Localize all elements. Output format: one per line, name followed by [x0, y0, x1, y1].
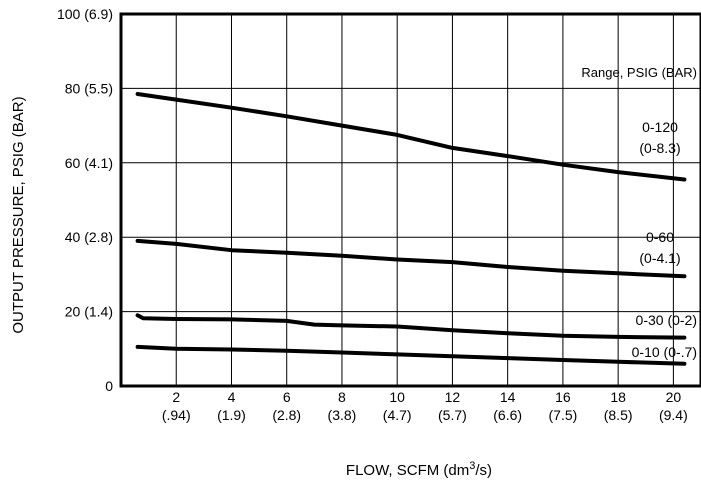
series-label: 0-60	[646, 229, 674, 245]
x-tick-sublabel: (2.8)	[272, 407, 301, 423]
y-axis-title: OUTPUT PRESSURE, PSIG (BAR)	[10, 96, 27, 333]
series-label-sub: (0-4.1)	[639, 250, 680, 266]
x-axis-title-main: FLOW, SCFM (dm	[346, 462, 469, 479]
plot-frame	[119, 12, 701, 388]
series-line	[135, 92, 687, 182]
x-tick-label: 4	[228, 389, 236, 405]
x-tick-label: 16	[555, 389, 571, 405]
x-tick-label: 12	[445, 389, 461, 405]
series-label: 0-10 (0-.7)	[632, 344, 697, 360]
y-tick-label: 0	[105, 378, 113, 394]
x-tick-label: 6	[283, 389, 291, 405]
series-line	[135, 313, 687, 340]
x-tick-sublabel: (4.7)	[383, 407, 412, 423]
y-tick-label: 40 (2.8)	[65, 229, 113, 245]
x-tick-sublabel: (9.4)	[659, 407, 688, 423]
series-label: 0-120	[642, 119, 678, 135]
x-tick-label: 18	[610, 389, 626, 405]
x-tick-sublabel: (8.5)	[604, 407, 633, 423]
x-tick-sublabel: (.94)	[162, 407, 191, 423]
x-tick-label: 8	[338, 389, 346, 405]
series-label: 0-30 (0-2)	[636, 312, 697, 328]
series-line	[135, 238, 687, 279]
x-tick-sublabel: (7.5)	[549, 407, 578, 423]
x-tick-label: 10	[389, 389, 405, 405]
x-tick-sublabel: (5.7)	[438, 407, 467, 423]
y-tick-label: 80 (5.5)	[65, 80, 113, 96]
legend-title: Range, PSIG (BAR)	[581, 65, 697, 80]
x-tick-sublabel: (3.8)	[328, 407, 357, 423]
y-tick-label: 20 (1.4)	[65, 304, 113, 320]
x-axis-title-superscript: 3	[469, 460, 475, 472]
x-tick-sublabel: (1.9)	[217, 407, 246, 423]
series-line	[135, 344, 687, 366]
series-labels: 0-120 (0-8.3) 0-60 (0-4.1) 0-30 (0-2) 0-10 (0…	[632, 119, 697, 360]
x-tick-label: 14	[500, 389, 516, 405]
x-axis-title: FLOW, SCFM (dm3/s)	[346, 460, 492, 479]
grid	[121, 14, 701, 386]
y-tick-labels: 0 20 (1.4) 40 (2.8) 60 (4.1) 80 (5.5) 100 (6.…	[57, 6, 113, 394]
x-axis-title-suffix: /s)	[475, 462, 492, 479]
y-tick-label: 100 (6.9)	[57, 6, 113, 22]
x-tick-label: 2	[172, 389, 180, 405]
y-tick-label: 60 (4.1)	[65, 155, 113, 171]
series-label-sub: (0-8.3)	[639, 140, 680, 156]
series-lines	[135, 92, 687, 366]
x-tick-labels: 2 (.94) 4 (1.9) 6 (2.8) 8 (3.8) 10 (4.7) 12 (5.7) 14…	[162, 389, 688, 423]
x-tick-label: 20	[666, 389, 682, 405]
x-tick-sublabel: (6.6)	[493, 407, 522, 423]
